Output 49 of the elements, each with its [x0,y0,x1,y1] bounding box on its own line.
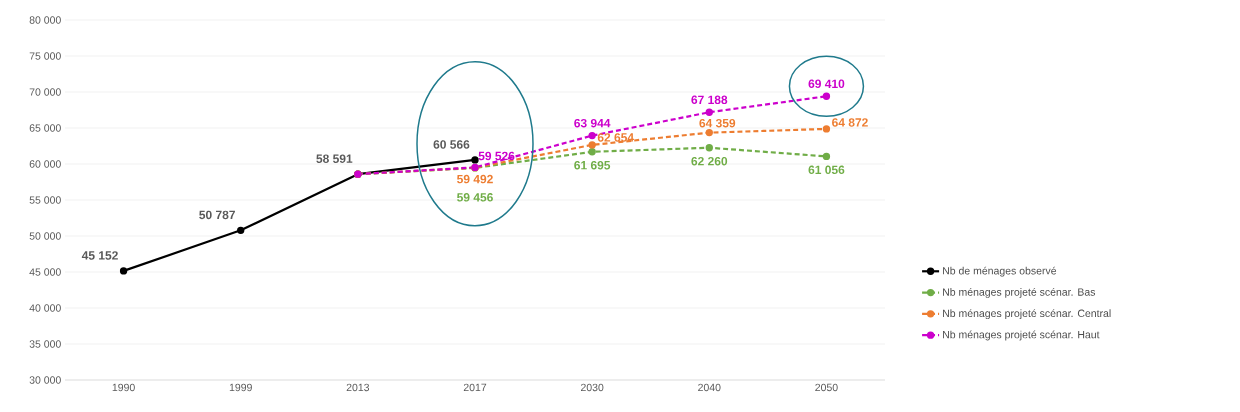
legend-label: Nb ménages projeté scénar. Haut [943,330,1100,341]
point [822,92,831,100]
y-tick-label: 75 000 [29,52,61,60]
point [471,156,479,164]
y-tick-label: 30 000 [29,376,61,384]
point [822,152,831,161]
data-label: 50 787 [199,210,235,220]
point [588,141,596,149]
y-tick-label: 70 000 [29,88,61,96]
y-tick-label: 80 000 [29,16,61,24]
y-tick-label: 55 000 [29,196,61,204]
point [588,131,596,140]
x-tick-label: 2030 [581,383,604,392]
x-tick-label: 2017 [463,383,487,392]
data-label: 60 566 [433,140,470,149]
y-tick-label: 45 000 [29,268,61,276]
data-label: 64 872 [832,118,868,127]
point [119,267,128,275]
point [237,226,245,235]
y-tick-label: 60 000 [29,160,61,168]
legend-label: Nb de ménages observé [943,266,1057,277]
x-tick-label: 2013 [346,383,370,392]
y-tick-label: 50 000 [29,232,61,240]
data-label: 58 591 [316,154,353,163]
legend-label: Nb ménages projeté scénar. Bas [943,287,1096,298]
point [588,148,596,156]
x-tick-label: 2040 [698,383,721,392]
x-tick-label: 1999 [229,383,252,392]
data-label: 61 056 [808,165,845,175]
data-label: 59 492 [457,174,493,184]
point [822,125,831,133]
data-label: 67 188 [691,95,728,105]
point [705,108,713,116]
x-tick-label: 2050 [815,383,838,392]
x-tick-label: 1990 [112,383,135,392]
data-label: 61 695 [574,161,611,170]
data-label: 69 410 [808,79,845,89]
data-label: 63 944 [574,118,611,128]
data-label: 59 456 [457,193,493,202]
y-tick-label: 40 000 [29,304,61,312]
data-label: 62 260 [691,156,728,166]
data-label: 64 359 [699,118,736,128]
point [705,128,713,137]
y-tick-label: 65 000 [29,124,61,132]
legend-label: Nb ménages projeté scénar. Central [943,309,1111,320]
y-tick-label: 35 000 [29,340,61,348]
data-label: 45 152 [81,251,118,260]
data-label: 62 654 [597,133,634,142]
point [705,144,713,152]
